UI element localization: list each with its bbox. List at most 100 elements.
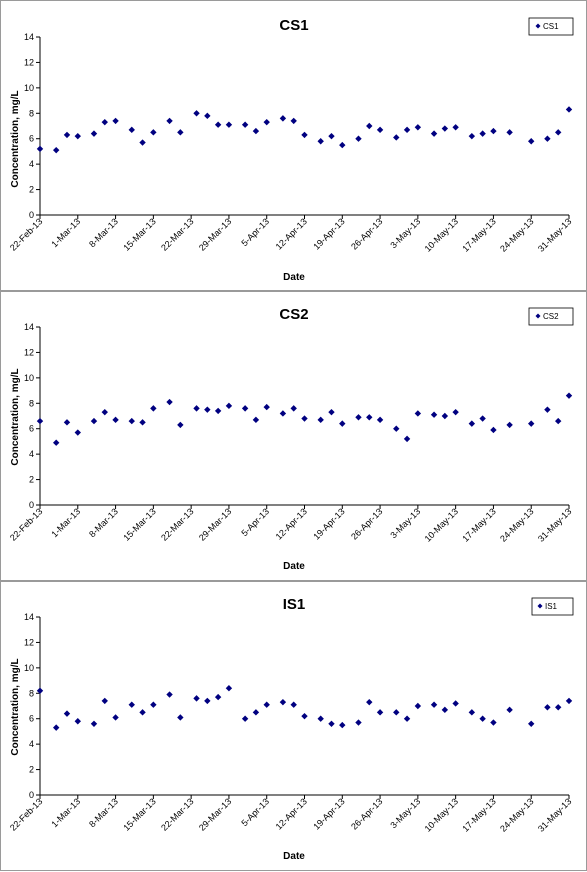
y-ticks: 0 2 4 6 8 10 12 14 xyxy=(24,322,40,510)
data-point xyxy=(528,720,535,727)
data-point xyxy=(74,132,81,140)
data-point xyxy=(528,138,535,145)
x-tick-label: 8-Mar-13 xyxy=(87,216,120,249)
x-tick-label: 12-Apr-13 xyxy=(274,216,309,251)
legend-marker xyxy=(535,313,541,319)
data-point xyxy=(393,134,400,141)
chart-cs2: CS2 CS2 Concentration, mg/L Date 0 2 4 6 8 10… xyxy=(8,306,574,572)
x-tick-label: 22-Mar-13 xyxy=(159,216,195,252)
x-tick-label: 24-May-13 xyxy=(498,506,535,543)
data-point xyxy=(166,117,173,125)
data-point xyxy=(139,419,146,426)
data-point xyxy=(355,719,362,726)
x-tick-label: 5-Apr-13 xyxy=(239,506,271,538)
data-point xyxy=(441,706,449,714)
data-point xyxy=(36,145,44,153)
x-tick-label: 10-May-13 xyxy=(423,216,460,253)
x-ticks: 22-Feb-13 1-Mar-13 8-Mar-13 15-Mar-13 22-Mar… xyxy=(8,505,573,544)
data-point xyxy=(63,419,71,426)
data-point xyxy=(74,718,81,725)
data-point xyxy=(101,408,108,416)
chart-title: CS1 xyxy=(279,17,308,34)
data-point xyxy=(225,685,233,692)
y-axis-label: Concentration, mg/L xyxy=(10,90,21,187)
y-tick-label: 10 xyxy=(24,373,34,383)
x-tick-label: 10-May-13 xyxy=(423,796,460,833)
data-point xyxy=(139,139,146,146)
data-point xyxy=(90,720,98,727)
x-ticks: 22-Feb-13 1-Mar-13 8-Mar-13 15-Mar-13 22-Mar… xyxy=(8,215,573,254)
x-tick-label: 19-Apr-13 xyxy=(311,506,346,541)
x-tick-label: 1-Mar-13 xyxy=(49,506,82,539)
x-axis-label: Date xyxy=(283,272,305,283)
y-ticks: 0 2 4 6 8 10 12 14 xyxy=(24,612,40,800)
data-point xyxy=(339,141,346,149)
data-point xyxy=(403,715,411,722)
y-ticks: 0 2 4 6 8 10 12 14 xyxy=(24,32,40,220)
x-tick-label: 17-May-13 xyxy=(460,216,497,253)
data-point xyxy=(376,126,384,134)
data-point xyxy=(555,417,562,425)
y-tick-label: 10 xyxy=(24,83,34,93)
x-tick-label: 22-Feb-13 xyxy=(8,796,44,832)
data-point xyxy=(150,701,157,708)
x-tick-label: 12-Apr-13 xyxy=(274,796,309,831)
x-tick-label: 15-Mar-13 xyxy=(121,506,157,542)
data-point xyxy=(468,709,476,716)
data-point xyxy=(452,408,459,416)
data-point xyxy=(177,714,184,721)
data-point xyxy=(112,714,119,721)
x-tick-label: 1-Mar-13 xyxy=(49,796,82,829)
x-tick-label: 5-Apr-13 xyxy=(239,216,271,248)
x-tick-label: 8-Mar-13 xyxy=(87,796,120,829)
data-point xyxy=(366,122,373,130)
y-tick-label: 14 xyxy=(24,612,34,622)
data-point xyxy=(506,706,513,714)
y-tick-label: 4 xyxy=(29,739,34,749)
data-point xyxy=(555,704,562,711)
y-tick-label: 8 xyxy=(29,398,34,408)
data-point xyxy=(263,403,270,411)
data-point xyxy=(301,131,308,139)
x-tick-label: 26-Apr-13 xyxy=(349,796,384,831)
legend-marker xyxy=(535,23,541,29)
data-point xyxy=(355,135,362,142)
legend-box xyxy=(528,307,574,326)
data-point xyxy=(128,126,135,134)
data-point xyxy=(204,406,211,413)
x-tick-label: 15-Mar-13 xyxy=(121,216,157,252)
x-tick-label: 26-Apr-13 xyxy=(349,216,384,251)
x-tick-label: 15-Mar-13 xyxy=(121,796,157,832)
data-point xyxy=(290,405,297,412)
data-point xyxy=(225,402,233,410)
data-point xyxy=(252,127,260,135)
data-points xyxy=(36,685,573,731)
data-point xyxy=(101,697,108,705)
x-tick-label: 29-Mar-13 xyxy=(197,216,233,252)
data-point xyxy=(490,426,497,434)
x-tick-label: 19-Apr-13 xyxy=(311,796,346,831)
data-point xyxy=(393,425,400,432)
data-point xyxy=(166,691,173,698)
data-point xyxy=(128,701,135,708)
x-tick-label: 5-Apr-13 xyxy=(239,796,271,828)
y-tick-label: 6 xyxy=(29,424,34,434)
y-tick-label: 0 xyxy=(29,500,34,510)
x-tick-label: 29-Mar-13 xyxy=(197,796,233,832)
chart-title: CS2 xyxy=(279,306,308,323)
data-point xyxy=(52,439,60,446)
data-point xyxy=(290,117,297,125)
data-point xyxy=(128,417,135,425)
y-tick-label: 2 xyxy=(29,185,34,195)
x-tick-label: 17-May-13 xyxy=(460,796,497,833)
x-tick-label: 8-Mar-13 xyxy=(87,506,120,539)
data-point xyxy=(263,701,270,708)
legend: IS1 xyxy=(531,597,574,616)
x-tick-label: 26-Apr-13 xyxy=(349,506,384,541)
y-tick-label: 10 xyxy=(24,663,34,673)
y-axis-label: Concentration, mg/L xyxy=(10,658,21,755)
data-point xyxy=(193,110,200,117)
data-point xyxy=(214,693,222,701)
data-point xyxy=(52,146,60,154)
y-tick-label: 6 xyxy=(29,714,34,724)
